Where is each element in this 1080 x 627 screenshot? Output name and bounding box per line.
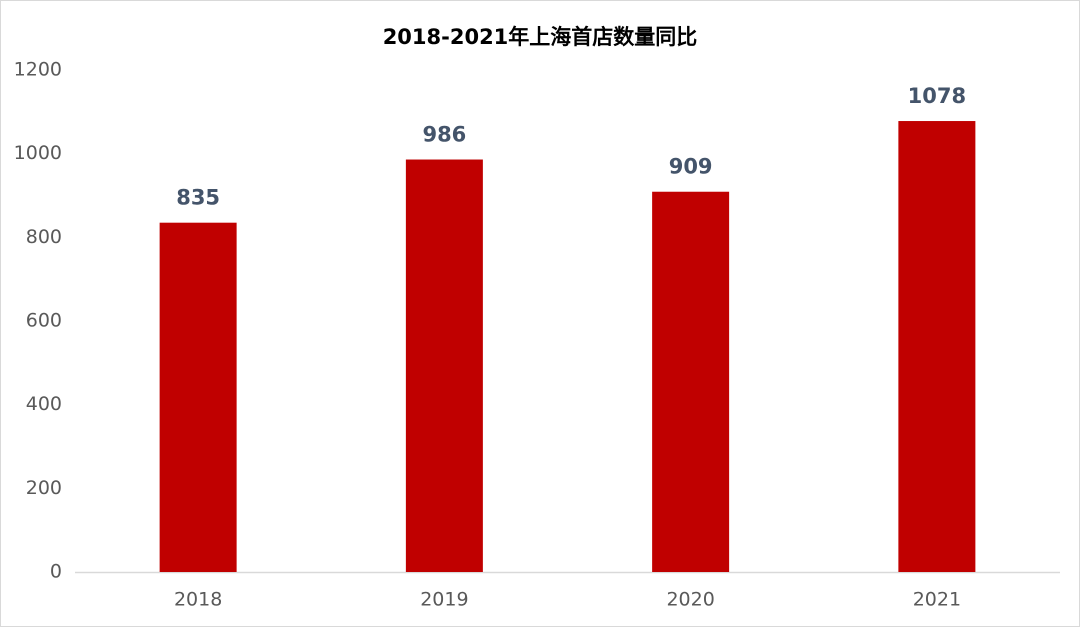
x-tick-label: 2018 [174, 589, 222, 611]
value-label: 986 [422, 123, 466, 147]
bar [652, 191, 730, 573]
y-tick-label: 600 [26, 310, 62, 332]
y-tick-label: 800 [26, 226, 62, 248]
chart-title: 2018-2021年上海首店数量同比 [383, 25, 698, 49]
y-tick-label: 0 [50, 561, 62, 583]
y-tick-label: 200 [26, 477, 62, 499]
x-tick-label: 2020 [666, 589, 714, 611]
value-label: 835 [176, 186, 220, 210]
value-label: 1078 [908, 84, 966, 108]
y-tick-label: 1200 [14, 59, 62, 81]
bar [405, 159, 483, 573]
value-label: 909 [669, 155, 713, 179]
y-tick-label: 400 [26, 393, 62, 415]
bar [159, 222, 237, 573]
x-tick-label: 2019 [420, 589, 468, 611]
x-tick-label: 2021 [913, 589, 961, 611]
y-tick-label: 1000 [14, 142, 62, 164]
bar [898, 121, 976, 572]
